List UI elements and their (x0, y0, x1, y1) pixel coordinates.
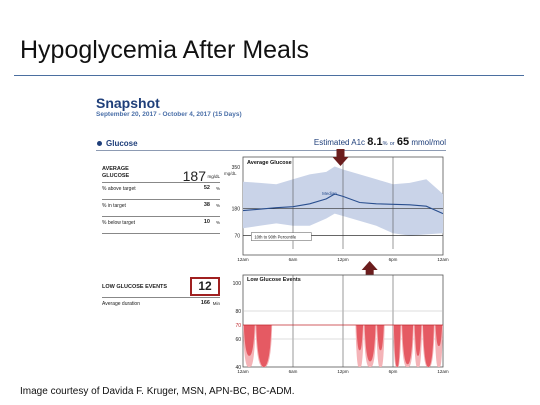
charts-svg: Average Glucose mg/dL 70 180 350 12am 6am 12p… (224, 149, 449, 374)
low-event-3 (364, 325, 376, 362)
low-event-5 (393, 325, 401, 367)
stat-row-below: % below target 10 % (102, 216, 220, 229)
avg-chart-title: Average Glucose (247, 160, 292, 166)
low-ytick-40: 40 (235, 365, 241, 371)
percentile-annotation: 10th to 90th Percentile (254, 235, 297, 240)
glucose-dot-icon (97, 141, 102, 146)
low-glucose-chart: Low Glucose Events 40 60 70 80 100 12am 6am 12p… (233, 274, 449, 374)
low-ytick-80: 80 (235, 309, 241, 315)
avg-xtick-4: 12am (437, 257, 449, 262)
low-chart-title: Low Glucose Events (247, 277, 301, 283)
low-ytick-70: 70 (235, 323, 241, 329)
arrow-down-icon (332, 149, 349, 166)
avg-chart-ylabel: mg/dL (224, 171, 237, 176)
low-ytick-100: 100 (233, 281, 242, 287)
stat-row-above: % above target 52 % (102, 182, 220, 195)
glucose-section-label: Glucose (106, 139, 138, 148)
low-xtick-1: 6am (289, 369, 298, 374)
avg-ytick-180: 180 (232, 207, 241, 213)
low-event-1 (256, 325, 272, 367)
low-xtick-3: 6pm (389, 369, 398, 374)
low-xtick-2: 12pm (337, 369, 349, 374)
image-credit: Image courtesy of Davida F. Kruger, MSN,… (20, 386, 295, 397)
avg-xtick-1: 6am (289, 257, 298, 262)
avg-xtick-2: 12pm (337, 257, 349, 262)
report-date-range: September 20, 2017 - October 4, 2017 (15… (96, 111, 242, 118)
average-glucose-label: AVERAGE GLUCOSE (102, 166, 130, 179)
low-events-label: LOW GLUCOSE EVENTS (102, 284, 168, 290)
title-rule (14, 75, 524, 76)
average-glucose-unit: mg/dL (207, 174, 220, 179)
stat-row-end (102, 233, 220, 234)
avg-ytick-70: 70 (234, 234, 240, 240)
low-xtick-4: 12am (437, 369, 449, 374)
slide-title: Hypoglycemia After Meals (20, 36, 310, 64)
median-annotation: Median (322, 191, 337, 196)
low-ytick-60: 60 (235, 337, 241, 343)
low-event-8 (422, 325, 434, 367)
low-event-7 (414, 325, 422, 356)
average-glucose-chart: Average Glucose mg/dL 70 180 350 12am 6am 12p… (224, 149, 449, 278)
snapshot-report: Snapshot September 20, 2017 - October 4,… (96, 95, 449, 385)
low-event-2 (356, 325, 364, 351)
average-glucose-value: 187 (182, 168, 206, 184)
low-event-0 (243, 325, 255, 356)
avg-xtick-0: 12am (237, 257, 249, 262)
estimated-a1c: Estimated A1c 8.1% or 65 mmol/mol (313, 136, 446, 148)
avg-ytick-350: 350 (232, 165, 241, 171)
report-title: Snapshot (96, 95, 160, 111)
stat-row-in: % in target 38 % (102, 199, 220, 212)
low-event-9 (435, 325, 443, 346)
percentile-legend-box (251, 232, 312, 241)
arrow-up-icon (361, 261, 378, 278)
median-line (242, 193, 444, 215)
low-xtick-0: 12am (237, 369, 249, 374)
avg-xtick-3: 6pm (389, 257, 398, 262)
report-rule (96, 150, 446, 151)
low-event-4 (377, 325, 384, 351)
average-duration-row: Average duration 166 Min (102, 297, 220, 310)
low-events-count: 12 (190, 277, 220, 296)
low-event-6 (402, 325, 414, 365)
